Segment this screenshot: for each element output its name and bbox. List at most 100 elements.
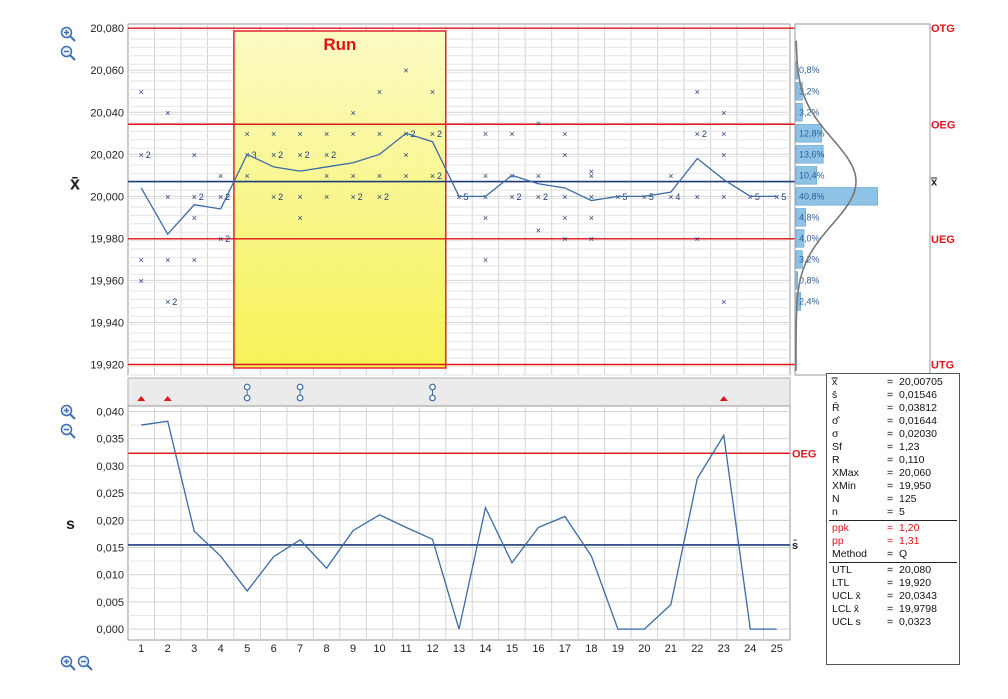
zoom-in-icon[interactable] (60, 26, 76, 42)
sample-marker: × (403, 66, 408, 76)
center-label: x̿ (930, 177, 938, 189)
stat-row: N = 125 (827, 493, 959, 506)
sample-marker: × (139, 255, 144, 265)
sample-marker: × (377, 87, 382, 97)
y-tick-label: 0,030 (96, 461, 124, 473)
sample-marker: × (695, 192, 700, 202)
x-tick-label: 11 (400, 643, 411, 655)
x-tick-label: 19 (612, 643, 624, 655)
x-tick-label: 1 (138, 643, 144, 655)
histogram-bar-label: 40,8% (799, 191, 825, 201)
sample-count-label: 4 (675, 192, 680, 202)
histogram-bar (795, 124, 822, 143)
x-tick-label: 3 (191, 643, 197, 655)
zoom-out-icon[interactable] (60, 45, 76, 61)
sample-marker: × (350, 129, 355, 139)
x-tick-label: 7 (297, 643, 303, 655)
stat-equals: = (887, 389, 894, 401)
x-tick-label: 10 (373, 643, 385, 655)
stat-row: s̄ = 0,01546 (827, 389, 959, 402)
run-label: Run (323, 35, 356, 54)
stat-row: pp = 1,31 (827, 535, 959, 548)
sample-marker: × (668, 171, 673, 181)
sample-marker: × (271, 192, 276, 202)
stat-row: XMin = 19,950 (827, 480, 959, 493)
stat-label: Sf (832, 441, 842, 453)
zoom-in-icon[interactable] (60, 655, 76, 671)
sample-count-label: 2 (225, 234, 230, 244)
zoom-out-icon[interactable] (60, 423, 76, 439)
histogram-bar-label: 2,4% (799, 296, 820, 306)
sample-marker: × (403, 171, 408, 181)
y-axis-label: s (66, 516, 75, 533)
stat-value: 0,01546 (899, 389, 937, 401)
stat-equals: = (887, 522, 894, 534)
center-label: s̄ (792, 540, 798, 552)
sample-count-label: 2 (146, 150, 151, 160)
stat-row: Sf = 1,23 (827, 441, 959, 454)
x-tick-label: 13 (453, 643, 465, 655)
stat-value: 19,9798 (899, 603, 937, 615)
sample-marker: × (483, 213, 488, 223)
sample-marker: × (509, 192, 514, 202)
histogram-bar (795, 166, 818, 185)
plot-area (127, 405, 791, 641)
stat-label: UCL s (832, 616, 861, 628)
sample-marker: × (245, 171, 250, 181)
x-tick-label: 14 (479, 643, 491, 655)
y-tick-label: 19,980 (90, 233, 124, 245)
sample-marker: × (589, 213, 594, 223)
limit-label: UEG (931, 234, 955, 246)
stat-row: n = 5 (827, 506, 959, 519)
sample-marker: × (324, 150, 329, 160)
sample-marker: × (324, 171, 329, 181)
sample-count-label: 2 (437, 171, 442, 181)
y-tick-label: 0,010 (96, 570, 124, 582)
stat-row: Method = Q (827, 548, 959, 561)
stat-label: LCL x̄ (832, 603, 860, 615)
run-symbol-icon (296, 394, 304, 402)
event-marker-band (127, 377, 791, 407)
mean-series-line (140, 132, 777, 236)
stat-label: UCL x̄ (832, 590, 861, 602)
sample-count-label: 2 (384, 192, 389, 202)
y-axis-label: x̄ (70, 174, 80, 194)
sample-count-label: 2 (278, 150, 283, 160)
stat-separator (829, 520, 957, 521)
sample-marker: × (562, 129, 567, 139)
y-tick-label: 20,040 (90, 107, 124, 119)
stat-value: 20,00705 (899, 376, 943, 388)
stat-row: UCL x̄ = 20,0343 (827, 590, 959, 603)
sample-marker: × (589, 171, 594, 181)
sample-marker: × (695, 87, 700, 97)
sample-marker: × (139, 87, 144, 97)
sample-marker: × (377, 129, 382, 139)
s-series-line (141, 420, 777, 630)
sample-count-label: 2 (331, 150, 336, 160)
histogram-bar-label: 3,2% (799, 86, 820, 96)
zoom-out-icon[interactable] (77, 655, 93, 671)
run-symbol-icon (243, 383, 251, 391)
x-tick-label: 4 (218, 643, 224, 655)
sample-count-label: 2 (437, 129, 442, 139)
stat-equals: = (887, 535, 894, 547)
sample-marker: × (192, 192, 197, 202)
stat-value: 0,0323 (899, 616, 932, 628)
sample-marker: × (430, 129, 435, 139)
statistics-panel: x̿ = 20,00705 s̄ = 0,01546 R̄ = 0,03812 σ̂ = 0,0164… (826, 373, 960, 665)
histogram-bar (795, 229, 805, 248)
stat-label: XMin (832, 480, 856, 492)
zoom-in-icon[interactable] (60, 404, 76, 420)
stat-value: 1,31 (899, 535, 920, 547)
stat-label: LTL (832, 577, 850, 589)
sample-marker: × (271, 129, 276, 139)
stat-value: 0,01644 (899, 415, 937, 427)
stat-equals: = (887, 590, 894, 602)
alarm-triangle-icon (163, 396, 172, 401)
sample-marker: × (509, 129, 514, 139)
sample-marker: × (165, 297, 170, 307)
stat-label: σ̂ (832, 415, 839, 427)
stat-value: 0,03812 (899, 402, 937, 414)
run-window (233, 30, 447, 369)
